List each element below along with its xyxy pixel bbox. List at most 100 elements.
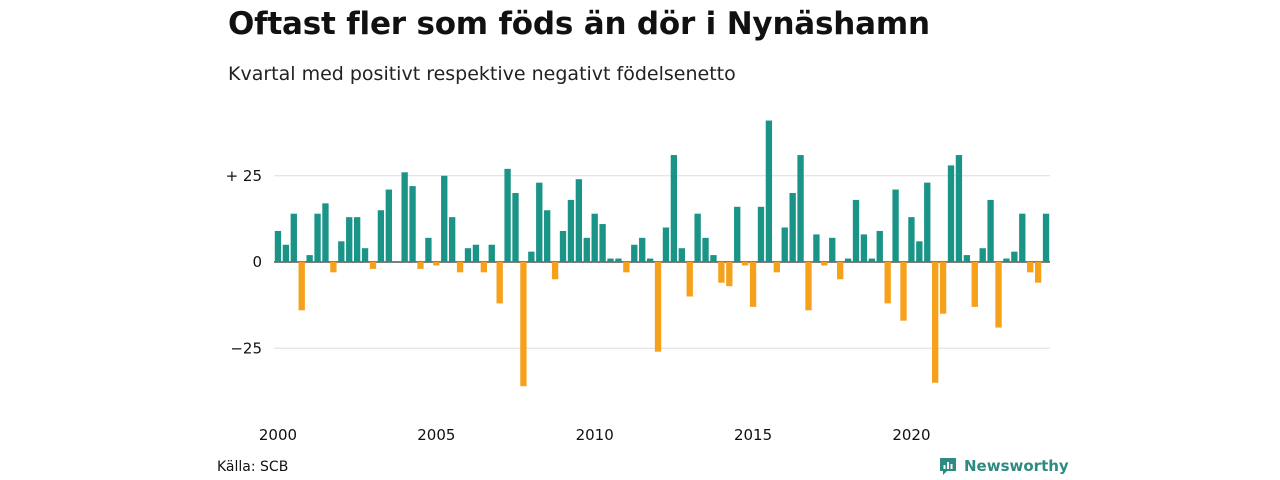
bar <box>773 262 780 273</box>
bar <box>860 234 868 262</box>
x-tick-label: 2005 <box>417 426 455 444</box>
bar <box>844 258 852 262</box>
bar <box>464 248 472 262</box>
bar <box>631 244 638 262</box>
bar <box>979 248 986 262</box>
bar <box>947 165 955 262</box>
bar <box>480 262 487 273</box>
brand-logo: Newsworthy <box>938 456 1069 476</box>
bar <box>544 210 551 262</box>
bar <box>433 262 440 266</box>
x-tick-label: 2000 <box>259 426 297 444</box>
bar <box>385 189 392 262</box>
bar <box>900 262 907 321</box>
bar <box>678 248 685 262</box>
bar <box>765 120 773 262</box>
bar <box>639 237 646 262</box>
bar <box>567 199 575 262</box>
bar <box>805 262 812 311</box>
bar <box>781 227 788 262</box>
brand-name: Newsworthy <box>964 457 1069 475</box>
x-tick-label: 2015 <box>734 426 772 444</box>
x-tick-label: 2020 <box>892 426 930 444</box>
bar <box>551 262 559 280</box>
bar <box>314 213 321 262</box>
bar <box>995 262 1002 328</box>
bar <box>876 230 883 262</box>
bar <box>377 210 385 262</box>
bar <box>1003 258 1010 262</box>
bar <box>1042 213 1050 262</box>
bar <box>939 262 947 314</box>
bar <box>615 258 622 262</box>
bar <box>694 213 701 262</box>
bar <box>892 189 899 262</box>
bar <box>734 206 741 262</box>
bar <box>757 206 765 262</box>
bar <box>599 224 606 262</box>
bar <box>932 262 939 383</box>
bar <box>686 262 693 297</box>
bar <box>369 262 377 269</box>
bar <box>868 258 875 262</box>
newsworthy-logo-icon <box>940 458 956 475</box>
bar <box>654 262 662 352</box>
bar <box>813 234 820 262</box>
bar <box>837 262 844 280</box>
bar <box>829 237 836 262</box>
bar <box>409 186 416 262</box>
bar <box>726 262 733 287</box>
y-tick-label: 0 <box>252 253 262 271</box>
bar <box>1034 262 1042 283</box>
bar <box>290 213 297 262</box>
bar <box>971 262 978 307</box>
bar <box>749 262 757 307</box>
source-label: Källa: SCB <box>217 459 289 475</box>
bar <box>591 213 598 262</box>
bar <box>821 262 828 266</box>
bar <box>710 255 717 262</box>
bar <box>417 262 424 269</box>
bar <box>401 172 408 262</box>
bar <box>504 168 511 262</box>
bar <box>298 262 305 311</box>
bar <box>512 193 519 262</box>
bar <box>449 217 456 262</box>
bar <box>1011 251 1018 262</box>
bar <box>718 262 725 283</box>
bar <box>583 237 590 262</box>
bar <box>575 179 583 262</box>
y-tick-label: + 25 <box>226 167 262 185</box>
bar <box>646 258 654 262</box>
bar <box>963 255 971 262</box>
bar <box>456 262 464 273</box>
bar <box>330 262 337 273</box>
bar <box>662 227 670 262</box>
bar <box>520 262 527 387</box>
bar <box>623 262 630 273</box>
bar <box>741 262 749 266</box>
bar <box>536 182 543 262</box>
bar <box>559 230 567 262</box>
bar <box>528 251 535 262</box>
bar <box>607 258 614 262</box>
bar <box>361 248 369 262</box>
bar <box>338 241 345 262</box>
bar <box>987 199 994 262</box>
y-tick-label: −25 <box>230 339 262 357</box>
bar <box>488 244 495 262</box>
bar <box>702 237 709 262</box>
bar <box>274 230 282 262</box>
bar <box>852 199 860 262</box>
bar <box>916 241 923 262</box>
bar <box>353 217 361 262</box>
bar <box>789 193 796 262</box>
bar <box>908 217 915 262</box>
chart-subtitle: Kvartal med positivt respektive negativt… <box>228 63 736 85</box>
bar <box>282 244 290 262</box>
bar <box>797 155 804 262</box>
bar <box>346 217 353 262</box>
bar <box>884 262 891 304</box>
bar <box>1019 213 1026 262</box>
bar <box>670 155 678 262</box>
